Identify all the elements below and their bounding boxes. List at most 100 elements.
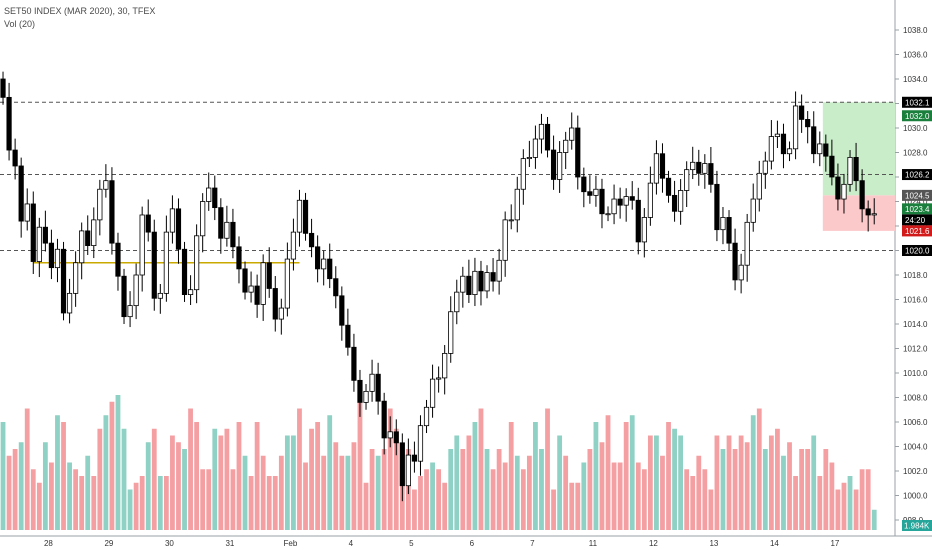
candle-body (60, 248, 67, 314)
candle-body (847, 156, 853, 185)
volume-bar (702, 469, 708, 530)
candle-body (103, 180, 109, 190)
candle-body (448, 311, 454, 354)
y-tick-label: 1012.0 (903, 345, 928, 354)
candle-body (85, 230, 91, 246)
candle-body (54, 248, 61, 269)
candle-body (544, 123, 551, 151)
volume-indicator-title: Vol (20) (4, 19, 36, 29)
volume-bar (768, 435, 774, 530)
volume-bar (647, 435, 653, 530)
volume-bar (163, 476, 169, 530)
volume-bar (841, 482, 847, 530)
volume-bar (871, 509, 877, 530)
volume-bar (533, 422, 538, 530)
volume-bar (672, 428, 677, 530)
volume-bar (660, 455, 665, 530)
candle-body (254, 285, 260, 305)
volume-bar (823, 449, 829, 530)
candle-body (345, 324, 351, 348)
candle-body (587, 191, 593, 196)
volume-bar (575, 482, 581, 530)
candle-body (248, 285, 254, 293)
price-tag-label: 1021.6 (905, 227, 930, 236)
candle-body (242, 268, 248, 293)
stop-loss-zone (822, 195, 895, 231)
volume-bar (139, 476, 145, 530)
candle-body (375, 373, 381, 402)
candle-body (563, 139, 569, 153)
candle-body (145, 214, 151, 233)
price-tag (902, 96, 932, 108)
candle-body (151, 231, 157, 299)
candle-body (490, 272, 496, 282)
volume-bar (194, 422, 200, 530)
volume-bar (309, 428, 314, 530)
candle-body (841, 183, 847, 200)
volume-bar (327, 415, 333, 530)
candle-body (792, 105, 799, 150)
x-tick-label: 12 (649, 539, 658, 548)
y-tick-label: 1036.0 (903, 51, 928, 60)
volume-bar (85, 455, 91, 530)
volume-bar (835, 489, 841, 530)
candle-body (690, 161, 696, 171)
candle-body (290, 231, 297, 260)
candle-body (478, 270, 484, 292)
volume-bar (629, 415, 635, 530)
y-tick-label: 1030.0 (903, 124, 928, 133)
candle-body (333, 278, 339, 297)
volume-bar (539, 449, 544, 530)
volume-bar (557, 435, 563, 530)
y-tick-label: 1028.0 (903, 149, 928, 158)
y-tick-label: 1010.0 (903, 369, 928, 378)
candle-body (557, 152, 563, 180)
volume-bar (284, 435, 290, 530)
candle-body (817, 143, 823, 155)
volume-bar (641, 469, 647, 530)
candle-body (308, 232, 315, 248)
candle-body (823, 143, 829, 157)
candle-body (24, 203, 30, 222)
volume-bar (514, 455, 520, 530)
volume-bar (581, 462, 587, 530)
y-tick-label: 1018.0 (903, 271, 928, 280)
candle-body (502, 219, 508, 261)
candle-body (659, 153, 666, 179)
volume-bar (472, 422, 478, 530)
candle-body (865, 208, 871, 216)
candle-body (599, 188, 605, 215)
volume-bar (605, 415, 611, 530)
candle-body (133, 274, 139, 307)
candle-body (720, 217, 726, 231)
candle-body (520, 158, 526, 190)
volume-bar (91, 476, 97, 530)
volume-bar (0, 422, 6, 530)
candle-body (73, 262, 79, 294)
price-tag-label: 24:20 (905, 216, 926, 225)
volume-bar (865, 469, 871, 530)
candle-body (460, 275, 466, 293)
candle-body (726, 217, 732, 244)
candle-body (629, 196, 635, 201)
volume-bar (859, 469, 865, 530)
candle-body (175, 208, 182, 250)
volume-bar (127, 489, 133, 530)
volume-bar (333, 442, 339, 530)
candle-body (236, 246, 242, 270)
candle-body (212, 187, 218, 209)
volume-bar (617, 462, 623, 530)
price-tag (902, 203, 932, 215)
volume-bar (424, 469, 429, 530)
x-tick-label: 4 (349, 539, 354, 548)
candle-body (369, 373, 375, 392)
volume-bar (242, 455, 248, 530)
x-tick-label: 7 (530, 539, 535, 548)
volume-bar (212, 428, 218, 530)
y-tick-label: 1038.0 (903, 26, 928, 35)
volume-bar (67, 462, 72, 530)
candle-body (665, 177, 672, 196)
x-tick-label: 11 (589, 539, 598, 548)
candle-body (321, 258, 327, 270)
